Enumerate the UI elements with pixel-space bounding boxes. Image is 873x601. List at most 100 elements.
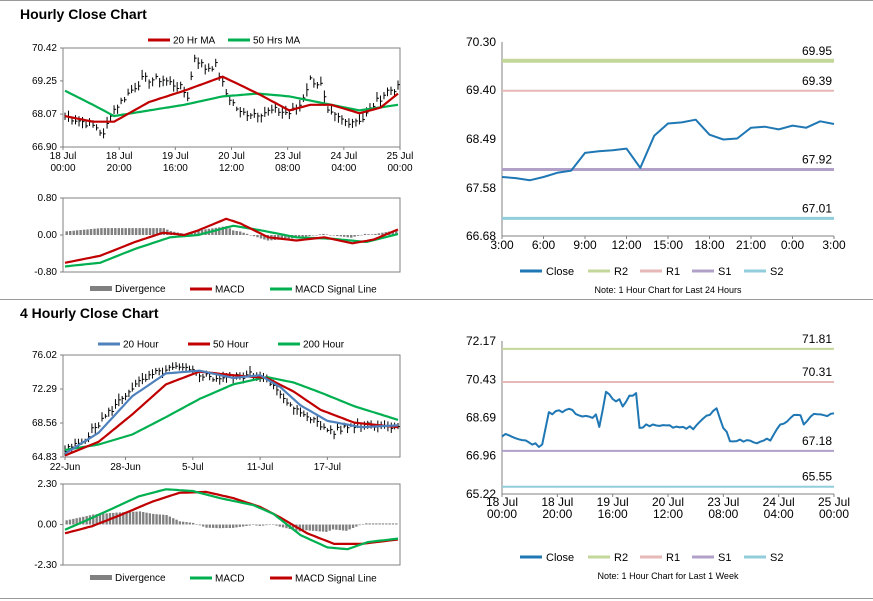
four-macd-divergence-bar xyxy=(371,523,375,525)
hourly-macd-divergence-bar xyxy=(103,228,107,235)
hourly-section-title: Hourly Close Chart xyxy=(20,6,147,22)
hourly-macd-divergence-bar xyxy=(162,228,166,235)
four-pivot-legend-label: Close xyxy=(546,552,574,564)
four-macd-divergence-bar xyxy=(202,524,205,527)
four-pivot-level-r1-label: 70.31 xyxy=(802,365,832,379)
hourly-macd-divergence-bar xyxy=(93,228,96,235)
hourly-price-xtick-label: 25 Jul xyxy=(387,151,414,162)
four-pivot-xtick-label: 00:00 xyxy=(487,507,517,521)
four-pivot-note: Note: 1 Hour Chart for Last 1 Week xyxy=(598,571,739,581)
hourly-pivot-xtick-label: 6:00 xyxy=(532,238,556,252)
hourly-macd-divergence-bar xyxy=(308,235,311,237)
four-macd-divergence-bar xyxy=(222,524,225,529)
four-macd-divergence-bar xyxy=(188,522,192,525)
hourly-price-plot-frame xyxy=(62,47,401,148)
hourly-pivot-legend-label: S2 xyxy=(770,266,783,278)
hourly-pivot-legend-label: R1 xyxy=(666,266,680,278)
four-price-ma20-line xyxy=(64,369,399,455)
four-macd-divergence-bar xyxy=(305,524,308,531)
four-price-xtick-label: 22-Jun xyxy=(50,462,81,473)
four-macd-divergence-bar xyxy=(115,512,118,525)
hourly-price-xtick-label: 04:00 xyxy=(331,163,356,174)
four-pivot-xtick-label: 20 Jul xyxy=(652,495,684,509)
hourly-pivot-xtick-label: 15:00 xyxy=(653,238,683,252)
hourly-price-xtick-label: 20:00 xyxy=(107,163,132,174)
hourly-macd-divergence-bar xyxy=(252,235,256,237)
hourly-pivot-ytick-label: 68.49 xyxy=(466,132,496,146)
four-macd-divergence-bar xyxy=(281,524,285,528)
hourly-macd-divergence-bar xyxy=(221,226,225,235)
hourly-price-ma50-line xyxy=(64,89,399,118)
four-macd-divergence-bar xyxy=(375,523,378,525)
four-macd-divergence-bar xyxy=(335,524,338,530)
hourly-macd-divergence-bar xyxy=(377,233,381,235)
four-price-ytick-label: 64.83 xyxy=(32,452,57,463)
hourly-price-xtick-label: 20 Jul xyxy=(218,151,245,162)
four-macd-divergence-bar xyxy=(185,522,188,525)
four-macd-divergence-bar xyxy=(158,514,162,525)
hourly-macd-divergence-bar xyxy=(128,228,131,235)
four-price-ytick-label: 68.56 xyxy=(32,418,57,429)
four-macd-ytick-label: -2.30 xyxy=(34,560,57,571)
hourly-macd-divergence-bar xyxy=(242,232,245,235)
hourly-macd-divergence-bar xyxy=(339,235,343,237)
four-macd-divergence-bar xyxy=(225,524,228,528)
hourly-pivot-legend-label: S1 xyxy=(718,266,731,278)
four-price-xtick-label: 17-Jul xyxy=(314,462,341,473)
hourly-pivot-ytick-label: 67.58 xyxy=(466,181,496,195)
four-hourly-section-title: 4 Hourly Close Chart xyxy=(20,305,159,321)
hourly-macd-chart: 0.80 0.00 -0.80 Divergence MACD MACD Signal L… xyxy=(34,193,401,296)
hourly-pivot-level-r2-label: 69.95 xyxy=(802,44,832,58)
four-pivot-legend-label: R1 xyxy=(666,552,680,564)
hourly-macd-divergence-bar xyxy=(124,228,127,235)
four-macd-divergence-bar xyxy=(265,524,268,526)
hourly-macd-divergence-bar xyxy=(197,230,200,235)
four-macd-divergence-bar xyxy=(152,513,155,525)
four-macd-divergence-bar xyxy=(215,524,218,529)
four-macd-divergence-bar xyxy=(205,524,208,528)
four-pivot-xtick-label: 00:00 xyxy=(819,507,849,521)
hourly-price-ma20-legend-label: 20 Hr MA xyxy=(173,36,216,47)
four-macd-divergence-bar xyxy=(301,524,305,531)
four-macd-divergence-bar xyxy=(368,523,371,525)
four-hourly-macd-chart: 2.30 0.00 -2.30 Divergence MACD MACD Signal L… xyxy=(34,479,401,585)
hourly-macd-divergence-bar xyxy=(82,229,86,235)
four-macd-divergence-bar xyxy=(65,520,68,525)
hourly-macd-divergence-bar xyxy=(89,229,93,235)
hourly-macd-divergence-bar xyxy=(148,228,152,235)
four-macd-divergence-bar xyxy=(338,524,341,531)
four-macd-ytick-label: 0.00 xyxy=(38,520,58,531)
four-macd-divergence-bar xyxy=(395,523,398,525)
four-pivot-ytick-label: 68.69 xyxy=(466,411,496,425)
four-price-plot-frame xyxy=(62,354,401,458)
top-rule xyxy=(0,0,873,1)
four-macd-divergence-bar xyxy=(125,512,128,525)
hourly-macd-ytick-label: 0.80 xyxy=(38,193,58,204)
four-macd-divergence-bar xyxy=(192,522,195,525)
hourly-macd-divergence-bar xyxy=(311,235,315,236)
four-macd-divergence-bar xyxy=(378,523,381,525)
four-macd-macd-line xyxy=(64,488,399,551)
hourly-macd-divergence-bar xyxy=(256,235,259,238)
four-price-xtick-label: 11-Jul xyxy=(247,462,274,473)
hourly-price-xtick-label: 00:00 xyxy=(387,163,412,174)
four-macd-divergence-bar xyxy=(321,524,325,532)
four-macd-divergence-bar xyxy=(78,517,82,525)
four-macd-divergence-bar xyxy=(135,511,138,525)
four-macd-divergence-bar xyxy=(178,521,182,525)
hourly-price-ytick-label: 70.42 xyxy=(32,43,57,54)
four-price-ytick-label: 72.29 xyxy=(32,384,57,395)
hourly-price-xtick-label: 12:00 xyxy=(219,163,244,174)
hourly-macd-divergence-bar xyxy=(249,235,252,236)
four-macd-divergence-bar xyxy=(348,524,351,530)
four-price-ytick-label: 76.02 xyxy=(32,350,57,361)
hourly-macd-divergence-bar xyxy=(325,234,329,235)
hourly-price-xtick-label: 16:00 xyxy=(163,163,188,174)
four-macd-divergence-bar xyxy=(232,524,235,528)
hourly-macd-divergence-bar xyxy=(381,232,384,235)
four-macd-divergence-bar xyxy=(162,514,165,525)
four-pivot-level-s2-label: 65.55 xyxy=(802,470,832,484)
four-macd-divergence-bar xyxy=(118,512,122,525)
